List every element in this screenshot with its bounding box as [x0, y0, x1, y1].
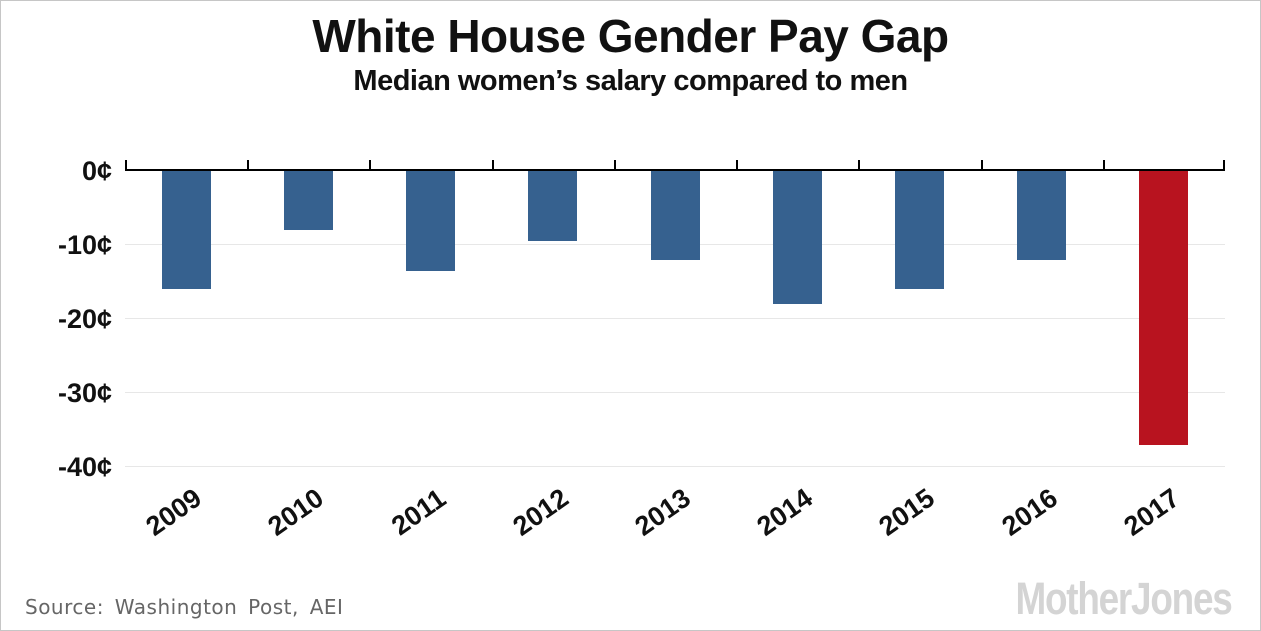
axis-tick	[369, 160, 372, 169]
source-credit: Source: Washington Post, AEI	[25, 595, 344, 619]
y-axis-label: 0¢	[81, 156, 112, 186]
bar-2017	[1139, 171, 1189, 445]
axis-tick	[980, 160, 983, 169]
axis-tick	[125, 160, 127, 169]
axis-tick	[858, 160, 861, 169]
bar-2014	[772, 171, 822, 305]
x-axis-label: 2011	[385, 483, 451, 542]
axis-tick	[247, 160, 250, 169]
x-axis-label: 2015	[873, 482, 941, 542]
chart-subtitle: Median women’s salary compared to men	[353, 65, 908, 97]
x-axis-label: 2009	[140, 482, 208, 542]
bar-2010	[283, 171, 333, 231]
y-axis-label: -10¢	[57, 230, 112, 260]
bar-2011	[406, 171, 456, 271]
y-axis-label: -40¢	[57, 452, 112, 482]
y-axis-label: -30¢	[57, 378, 112, 408]
axis-tick	[491, 160, 494, 169]
y-axis-label: -20¢	[57, 304, 112, 334]
axis-tick	[1102, 160, 1105, 169]
axis-tick	[1223, 160, 1225, 169]
x-axis-label: 2012	[507, 482, 574, 542]
x-axis-label: 2016	[996, 482, 1063, 542]
x-axis-label: 2013	[629, 482, 696, 542]
mother-jones-logo: MotherJones	[1015, 573, 1233, 624]
plot-area: 0¢ -10¢ -20¢ -30¢ -40¢ 2009 2010 2011 2012 2013 20…	[58, 156, 1225, 542]
gridline	[125, 466, 1225, 467]
zero-axis-line	[125, 169, 1225, 171]
x-axis-label: 2017	[1118, 482, 1185, 542]
bar-2013	[650, 171, 700, 260]
bar-2015	[894, 171, 944, 290]
x-axis-label: 2014	[751, 482, 819, 542]
axis-tick	[613, 160, 616, 169]
chart-title: White House Gender Pay Gap	[312, 10, 949, 62]
bar-2012	[528, 171, 578, 242]
axis-tick	[736, 160, 739, 169]
gridline	[125, 392, 1225, 393]
x-axis-label: 2010	[262, 482, 330, 542]
bar-2009	[161, 171, 211, 290]
bar-2016	[1017, 171, 1067, 260]
gridline	[125, 318, 1225, 319]
